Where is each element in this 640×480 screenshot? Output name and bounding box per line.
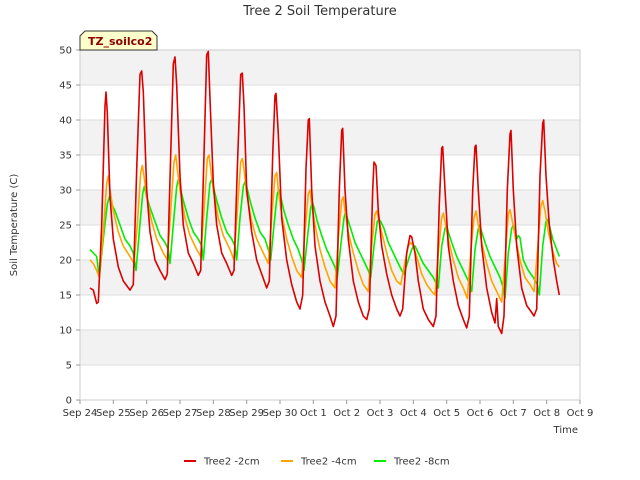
y-tick-label: 5 — [66, 361, 72, 372]
x-tick-label: Sep 29 — [229, 408, 264, 419]
x-tick-label: Sep 24 — [63, 408, 98, 419]
y-tick-label: 45 — [59, 81, 72, 92]
x-tick-label: Oct 1 — [300, 408, 327, 419]
y-tick-label: 0 — [66, 396, 72, 407]
band — [80, 50, 580, 85]
y-axis-title: Soil Temperature (C) — [9, 174, 20, 277]
x-tick-label: Oct 4 — [400, 408, 427, 419]
x-tick-label: Oct 2 — [333, 408, 360, 419]
badge-label: TZ_soilco2 — [88, 35, 152, 48]
x-tick-label: Sep 28 — [196, 408, 231, 419]
badge-box — [79, 30, 158, 51]
y-tick-label: 40 — [59, 116, 72, 127]
y-axis-ticks: 0 5 10 15 20 25 30 35 40 45 50 — [59, 46, 80, 407]
x-tick-label: Sep 30 — [263, 408, 298, 419]
chart-title: Tree 2 Soil Temperature — [242, 4, 397, 19]
y-tick-label: 35 — [59, 151, 72, 162]
x-tick-label: Oct 9 — [567, 408, 594, 419]
legend: Tree2 -2cm Tree2 -4cm Tree2 -8cm — [184, 457, 450, 468]
band — [80, 120, 580, 155]
dataset-badge: TZ_soilco2 — [79, 30, 158, 51]
x-tick-label: Oct 8 — [533, 408, 560, 419]
y-tick-label: 10 — [59, 326, 72, 337]
band — [80, 190, 580, 225]
y-tick-label: 15 — [59, 291, 72, 302]
series-line-tree2-2cm — [89, 50, 561, 335]
band — [80, 330, 580, 365]
x-tick-label: Oct 3 — [367, 408, 394, 419]
y-tick-label: 20 — [59, 256, 72, 267]
x-tick-label: Sep 27 — [163, 408, 198, 419]
data-series — [89, 50, 561, 335]
legend-label: Tree2 -8cm — [393, 457, 450, 468]
x-tick-label: Oct 5 — [433, 408, 460, 419]
x-tick-label: Oct 7 — [500, 408, 527, 419]
x-tick-label: Oct 6 — [467, 408, 494, 419]
x-axis-title: Time — [553, 425, 578, 436]
series-line-tree2-8cm — [89, 178, 561, 300]
y-tick-label: 30 — [59, 186, 72, 197]
x-tick-label: Sep 25 — [96, 408, 131, 419]
legend-label: Tree2 -2cm — [203, 457, 260, 468]
y-tick-label: 50 — [59, 46, 72, 57]
legend-label: Tree2 -4cm — [300, 457, 357, 468]
y-tick-label: 25 — [59, 221, 72, 232]
x-tick-label: Sep 26 — [129, 408, 164, 419]
